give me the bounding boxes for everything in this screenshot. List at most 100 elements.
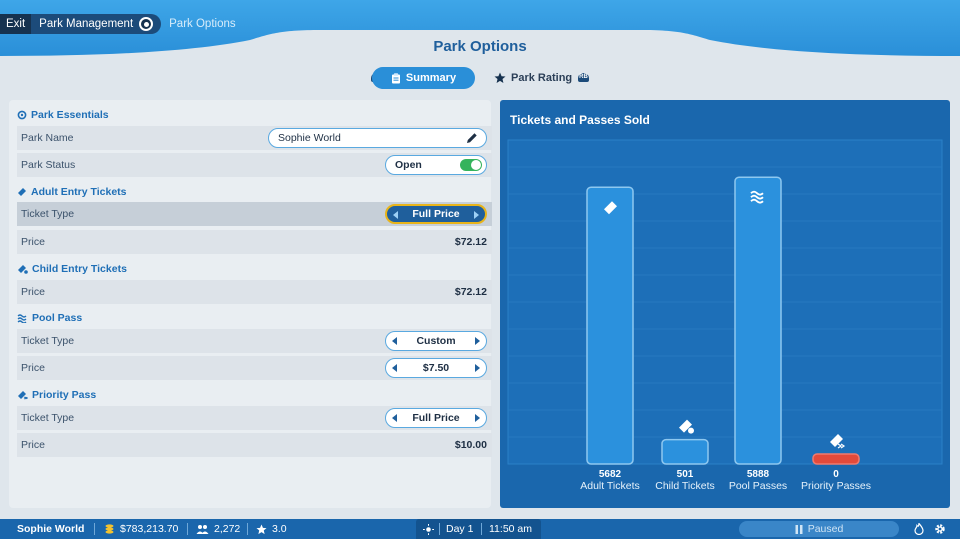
arrow-right-icon[interactable]: [475, 364, 480, 372]
breadcrumb-park-options: Park Options: [169, 18, 236, 30]
park-status-row: Park Status Open: [17, 153, 492, 177]
controller-button-icon: [139, 17, 154, 31]
park-name-input[interactable]: Sophie World: [268, 128, 487, 148]
pool-icon: [750, 190, 764, 204]
pencil-icon: [467, 133, 477, 143]
tab-summary[interactable]: Summary: [372, 67, 475, 89]
bar-category-label: Child Tickets: [655, 480, 715, 492]
adult-ticket-type-selector[interactable]: Full Price: [385, 204, 487, 224]
adult-ticket-type-label: Ticket Type: [21, 208, 75, 220]
bar-priority-passes: [812, 453, 860, 465]
park-options-panel: Park Essentials Park Name Sophie World P…: [9, 100, 492, 508]
bar-category-label: Pool Passes: [729, 480, 787, 492]
time-display: [416, 519, 541, 539]
status-money: $783,213.70: [104, 519, 178, 539]
bar-value-label: 5682: [599, 469, 622, 480]
breadcrumb: Exit Park Management Park Options: [0, 14, 236, 34]
arrow-left-icon[interactable]: [392, 364, 397, 372]
child-price-value: $72.12: [454, 286, 487, 298]
bar-category-label: Priority Passes: [801, 480, 871, 492]
status-money-value: $783,213.70: [120, 523, 179, 535]
priority-price-label: Price: [21, 439, 45, 451]
priority-price-row: Price $10.00: [17, 433, 492, 457]
adult-price-label: Price: [21, 236, 45, 248]
star-icon: [256, 523, 267, 534]
pool-price-selector[interactable]: $7.50: [385, 358, 487, 378]
tab-park-rating[interactable]: Park Rating: [494, 67, 572, 89]
priority-ticket-type-value: Full Price: [412, 412, 460, 424]
pool-icon: [17, 314, 27, 323]
coins-icon: [105, 524, 114, 534]
status-separator: [94, 523, 95, 535]
exit-button[interactable]: Exit: [0, 14, 32, 34]
pool-ticket-type-selector[interactable]: Custom: [385, 331, 487, 351]
section-park-essentials: Park Essentials: [17, 109, 109, 121]
section-priority-pass-title: Priority Pass: [32, 389, 97, 401]
settings-button[interactable]: [934, 519, 946, 539]
status-separator: [481, 523, 482, 535]
tab-bar: LB Summary Park Rating RB: [370, 67, 592, 89]
park-status-toggle[interactable]: Open: [385, 155, 487, 175]
pool-ticket-type-value: Custom: [416, 335, 456, 347]
arrow-right-icon[interactable]: [475, 414, 480, 422]
arrow-right-icon[interactable]: [475, 337, 480, 345]
tab-park-rating-label: Park Rating: [511, 72, 573, 84]
status-time: 11:50 am: [489, 523, 532, 535]
pool-price-value: $7.50: [422, 362, 450, 374]
clipboard-icon: [391, 72, 400, 83]
sun-icon: [423, 523, 434, 535]
pause-button[interactable]: Paused: [739, 521, 899, 537]
chart-title: Tickets and Passes Sold: [510, 113, 650, 127]
pool-price-label: Price: [21, 362, 45, 374]
adult-ticket-type-row: Ticket Type Full Price: [17, 202, 492, 226]
bar-category-label: Adult Tickets: [580, 480, 640, 492]
arrow-left-icon[interactable]: [392, 414, 397, 422]
flame-icon: [914, 523, 924, 535]
section-child-entry-title: Child Entry Tickets: [32, 263, 127, 275]
arrow-left-icon[interactable]: [393, 211, 398, 219]
priority-ticket-type-label: Ticket Type: [21, 412, 75, 424]
pool-price-row: Price $7.50: [17, 356, 492, 380]
pause-icon: [795, 524, 803, 534]
adult-price-row: Price $72.12: [17, 230, 492, 254]
pool-ticket-type-row: Ticket Type Custom: [17, 329, 492, 353]
arrow-left-icon[interactable]: [392, 337, 397, 345]
guests-icon: [196, 524, 209, 534]
bar-value-label: 0: [833, 469, 839, 480]
breadcrumb-park-management[interactable]: Park Management: [31, 14, 162, 34]
status-rating-value: 3.0: [272, 523, 287, 535]
adult-ticket-type-value: Full Price: [412, 208, 460, 220]
status-guests-value: 2,272: [214, 523, 241, 535]
child-ticket-icon: [679, 419, 694, 434]
notifications-icon[interactable]: [913, 519, 925, 539]
status-separator: [439, 523, 440, 535]
child-ticket-icon: [18, 265, 28, 274]
park-name-value: Sophie World: [278, 132, 341, 144]
status-rating: 3.0: [256, 519, 287, 539]
park-name-row: Park Name Sophie World: [17, 126, 492, 150]
priority-pass-icon: [18, 391, 28, 400]
bar-value-label: 5888: [747, 469, 770, 480]
priority-ticket-type-row: Ticket Type Full Price: [17, 406, 492, 430]
child-price-row: Price $72.12: [17, 280, 492, 304]
adult-price-value: $72.12: [454, 236, 487, 248]
section-adult-entry-title: Adult Entry Tickets: [31, 186, 127, 198]
child-price-label: Price: [21, 286, 45, 298]
section-adult-entry: Adult Entry Tickets: [17, 186, 127, 198]
section-priority-pass: Priority Pass: [17, 389, 96, 401]
section-pool-pass: Pool Pass: [17, 312, 82, 324]
ticket-icon: [604, 201, 617, 215]
park-status-label: Park Status: [21, 159, 76, 171]
section-pool-pass-title: Pool Pass: [32, 312, 83, 324]
right-bumper-icon: RB: [578, 73, 589, 82]
tab-summary-label: Summary: [405, 72, 457, 84]
star-icon: [494, 72, 506, 83]
status-separator: [247, 523, 248, 535]
arrow-right-icon[interactable]: [474, 211, 479, 219]
section-park-essentials-title: Park Essentials: [31, 109, 109, 121]
status-day: Day 1: [446, 523, 474, 535]
status-guests: 2,272: [196, 519, 240, 539]
priority-ticket-type-selector[interactable]: Full Price: [385, 408, 487, 428]
status-bar: Sophie World $783,213.70 2,272 3.0: [0, 519, 960, 539]
